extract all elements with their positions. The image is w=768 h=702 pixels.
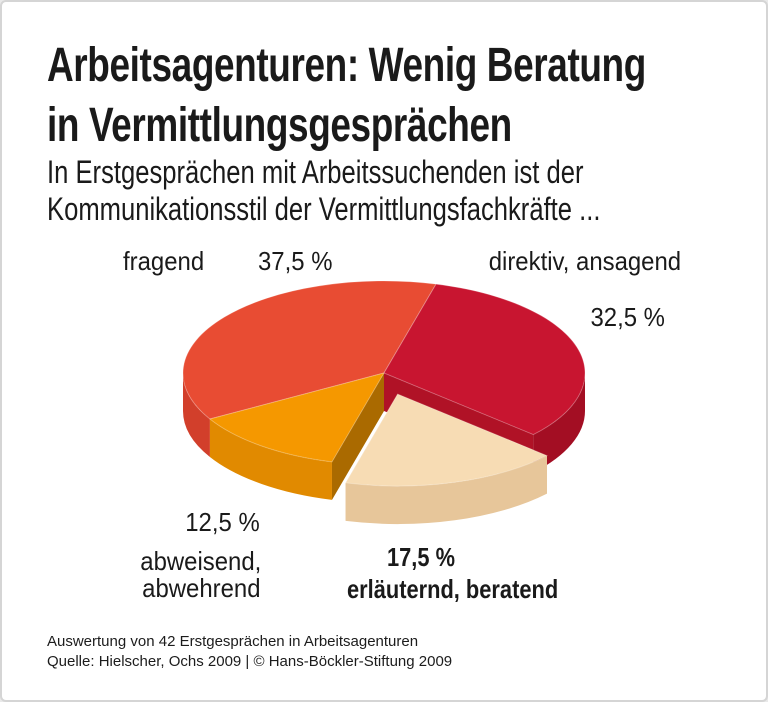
chart-title: Arbeitsagenturen: Wenig Beratung in Verm… [47, 36, 766, 156]
pie-slice-4 [344, 393, 549, 487]
chart-title-line1: Arbeitsagenturen: Wenig Beratung [47, 39, 646, 92]
chart-footnote: Auswertung von 42 Erstgesprächen in Arbe… [47, 632, 452, 672]
slice-value-erlaeuternd: 17,5 % [387, 542, 456, 572]
pie-slice-2 [383, 283, 586, 436]
pie-slice-3 [208, 372, 386, 463]
slice-value-abweisend: 12,5 % [184, 507, 260, 537]
footnote-line1: Auswertung von 42 Erstgesprächen in Arbe… [47, 633, 419, 650]
chart-subtitle: In Erstgesprächen mit Arbeitssuchenden i… [47, 154, 739, 228]
slice-value-direktiv: 32,5 % [590, 302, 665, 332]
slice-label-erlaeuternd: erläuternd, beratend [347, 574, 559, 604]
slice-label-abweisend: abweisend, abwehrend [140, 546, 262, 603]
slice-value-fragend: 37,5 % [258, 246, 333, 276]
chart-subtitle-line2: Kommunikationsstil der Vermittlungsfachk… [47, 191, 601, 227]
chart-title-line2: in Vermittlungsgesprächen [47, 99, 512, 152]
pie-slice-1 [182, 280, 437, 420]
chart-subtitle-line1: In Erstgesprächen mit Arbeitssuchenden i… [47, 154, 584, 190]
footnote-line2: Quelle: Hielscher, Ochs 2009 | © Hans-Bö… [47, 653, 453, 670]
slice-label-fragend: fragend [123, 246, 205, 276]
slice-label-direktiv: direktiv, ansagend [488, 246, 681, 276]
